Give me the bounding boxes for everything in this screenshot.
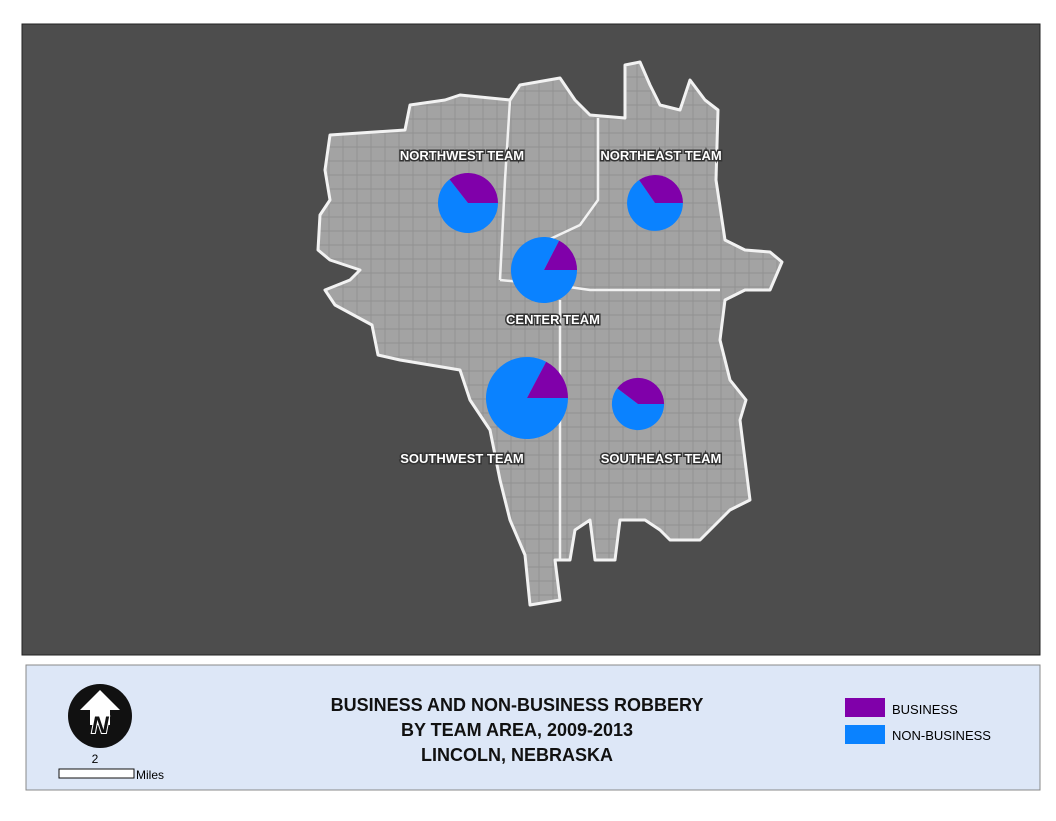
pie-slice-business [449, 172, 499, 203]
team-label: NORTHEAST TEAM [600, 148, 721, 163]
title-line: BY TEAM AREA, 2009-2013 [401, 720, 633, 740]
legend-label: BUSINESS [892, 702, 958, 717]
legend-swatch [845, 725, 885, 744]
team-label: CENTER TEAM [506, 312, 600, 327]
team-label: SOUTHEAST TEAM [601, 451, 722, 466]
pie-slice-non-business [437, 179, 499, 234]
legend-label: NON-BUSINESS [892, 728, 991, 743]
pie-slice-business [527, 361, 568, 398]
scale-unit: Miles [136, 768, 164, 782]
scale-bar [58, 768, 135, 779]
team-label: NORTHWEST TEAM [400, 148, 524, 163]
svg-text:N: N [91, 712, 109, 739]
pie-slice-non-business [611, 388, 665, 431]
legend-swatch [845, 698, 885, 717]
pie-layer: NORTHWEST TEAM NORTHEAST TEAM CENTER TEAM S… [398, 147, 723, 468]
title-line: LINCOLN, NEBRASKA [421, 745, 613, 765]
pie-slice-non-business [510, 236, 578, 304]
pie-slice-non-business [627, 180, 683, 231]
pie-slice-business [544, 240, 578, 270]
pie-slice-business [617, 377, 665, 404]
title-line: BUSINESS AND NON-BUSINESS ROBBERY [331, 695, 704, 715]
team-label: SOUTHWEST TEAM [400, 451, 524, 466]
scale-value: 2 [92, 752, 99, 766]
pie-slice-business [639, 175, 683, 203]
north-arrow: N [68, 684, 132, 748]
